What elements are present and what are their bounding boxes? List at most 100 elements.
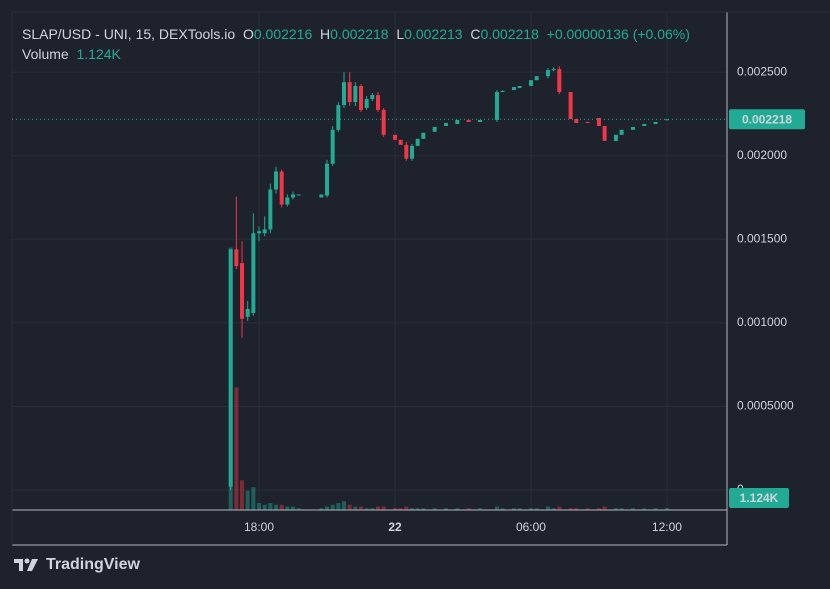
candle-body	[245, 308, 250, 317]
branding[interactable]: TradingView	[14, 556, 140, 574]
candle-body	[291, 194, 296, 198]
volume-bar	[500, 508, 505, 510]
candle-body	[455, 119, 460, 124]
volume-bar	[596, 508, 601, 510]
candle-body	[585, 121, 590, 123]
volume-bar	[432, 508, 437, 510]
candle-body	[268, 189, 273, 230]
candle-body	[630, 126, 635, 130]
candle-body	[664, 119, 669, 121]
candle-body	[228, 249, 233, 487]
volume-bar	[528, 508, 533, 510]
candle-body	[240, 263, 245, 319]
candle-body	[262, 229, 267, 234]
volume-bar	[545, 506, 550, 510]
volume-bar	[285, 506, 290, 510]
candle-body	[653, 121, 658, 124]
candle-body	[296, 194, 301, 196]
candle-body	[602, 125, 607, 141]
legend-row: SLAP/USD - UNI, 15, DEXTools.io O0.00221…	[22, 24, 690, 44]
volume-bar	[398, 508, 403, 510]
volume-bar	[534, 508, 539, 510]
volume-bar	[279, 504, 284, 510]
volume-bar	[325, 506, 330, 510]
candle-body	[477, 119, 482, 122]
volume-bar	[415, 508, 420, 510]
price-label-box	[729, 109, 805, 130]
volume-bar	[585, 508, 590, 510]
volume-bar	[251, 487, 256, 510]
candle-body	[353, 86, 358, 103]
legend-row: Volume 1.124K	[22, 44, 690, 64]
change-percent: (+0.06%)	[632, 26, 690, 42]
volume-bar	[319, 508, 324, 510]
candle-body	[528, 80, 533, 87]
price-label: 0.002218	[742, 112, 792, 126]
volume-bar	[364, 508, 369, 510]
candle-body	[274, 171, 279, 190]
volume-bar	[240, 480, 245, 510]
volume-bar	[370, 508, 375, 510]
volume-bar	[409, 508, 414, 510]
volume-value: 1.124K	[76, 46, 121, 62]
volume-bar	[347, 504, 352, 510]
candle-body	[466, 119, 471, 122]
volume-label: 1.124K	[740, 491, 779, 505]
low-value: 0.002213	[404, 26, 463, 42]
volume-bar	[381, 506, 386, 510]
candle-body	[545, 70, 550, 77]
candle-body	[415, 138, 420, 146]
volume-bar	[296, 508, 301, 510]
candle-body	[404, 144, 409, 159]
y-tick-label: 0.001500	[737, 231, 787, 245]
volume-bar	[630, 508, 635, 510]
change-value: +0.00000136	[546, 26, 629, 42]
candle-body	[494, 92, 499, 120]
volume-bar	[653, 508, 658, 510]
x-tick-label: 12:00	[652, 520, 682, 534]
candle-body	[619, 129, 624, 135]
candle-body	[279, 171, 284, 205]
volume-label-box	[729, 488, 789, 508]
candle-body	[364, 99, 369, 108]
open-label: O	[242, 26, 254, 42]
volume-bar	[291, 506, 296, 510]
legend: SLAP/USD - UNI, 15, DEXTools.io O0.00221…	[22, 24, 690, 64]
volume-bar	[257, 503, 262, 510]
candle-body	[421, 132, 426, 139]
candle-body	[359, 86, 364, 110]
volume-bar	[375, 506, 380, 510]
volume-bar	[574, 508, 579, 510]
volume-bar	[664, 508, 669, 510]
y-tick-label: 0.001000	[737, 315, 787, 329]
volume-bar	[602, 506, 607, 510]
volume-bar	[477, 508, 482, 510]
candle-body	[392, 134, 397, 140]
candle-body	[347, 82, 352, 103]
candle-body	[642, 123, 647, 126]
y-tick-label: 0.002000	[737, 148, 787, 162]
volume-bar	[353, 506, 358, 510]
candle-body	[325, 163, 330, 196]
x-tick-label: 06:00	[516, 520, 546, 534]
candle-body	[443, 122, 448, 126]
candle-body	[500, 91, 505, 93]
volume-bar	[336, 503, 341, 510]
volume-bar	[274, 504, 279, 510]
volume-bar	[421, 508, 426, 510]
volume-bar	[455, 508, 460, 510]
volume-bar	[511, 508, 516, 510]
candle-body	[330, 129, 335, 164]
y-tick-label: 0.002500	[737, 64, 787, 78]
candle-body	[319, 194, 324, 198]
candle-body	[511, 87, 516, 91]
candle-body	[432, 126, 437, 132]
high-label: H	[320, 26, 331, 42]
close-value: 0.002218	[480, 26, 539, 42]
volume-bar	[494, 506, 499, 510]
volume-bar	[262, 504, 267, 510]
volume-bar	[404, 506, 409, 510]
volume-bar	[642, 508, 647, 510]
